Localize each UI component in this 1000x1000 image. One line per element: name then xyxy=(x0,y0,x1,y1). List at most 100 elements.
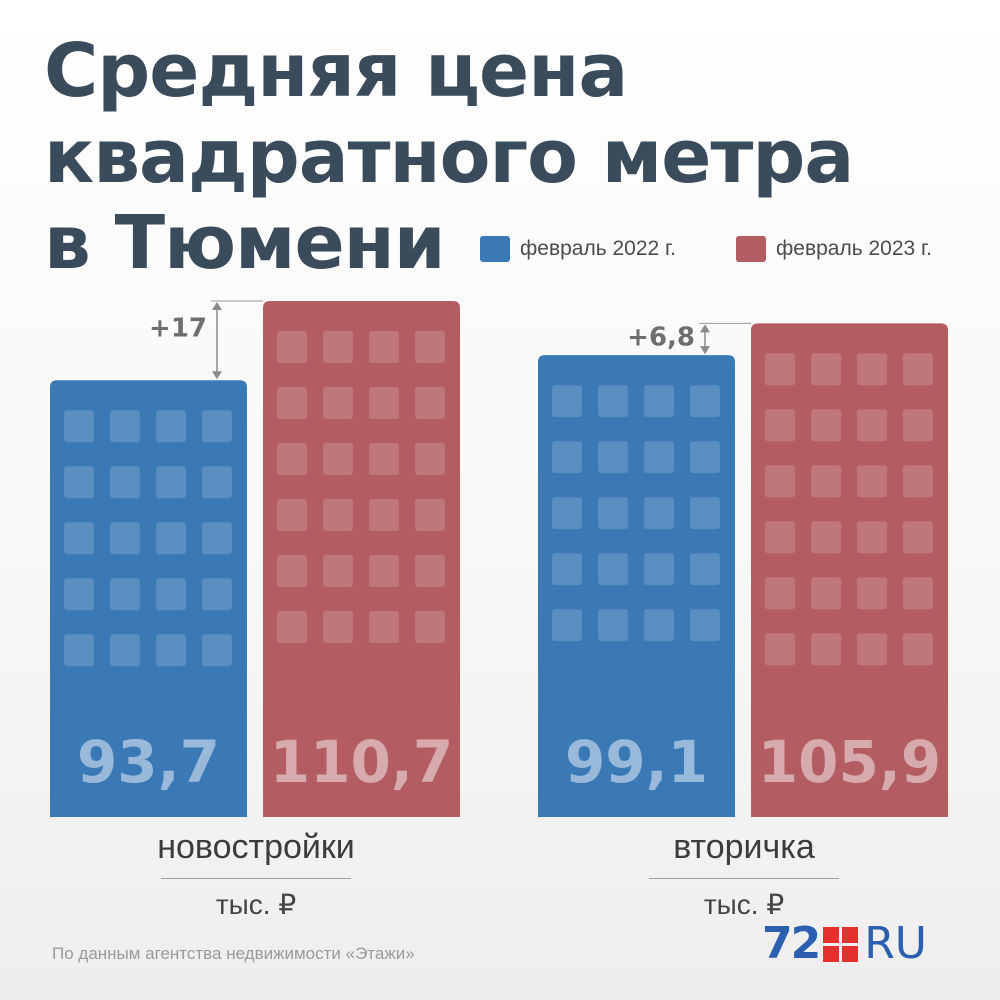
bar-body xyxy=(538,355,735,817)
window-icon xyxy=(690,497,720,530)
bar-value-label: 93,7 xyxy=(77,728,220,796)
unit-label-new: тыс. ₽ xyxy=(215,889,297,920)
legend-swatch-2022 xyxy=(480,236,510,262)
window-icon xyxy=(811,353,841,386)
window-icon xyxy=(765,577,795,610)
legend-swatch-2023 xyxy=(736,236,766,262)
window-icon xyxy=(277,331,307,363)
category-divider-new xyxy=(161,878,351,879)
window-icon xyxy=(811,577,841,610)
window-icon xyxy=(552,553,582,586)
source-note: По данным агентства недвижимости «Этажи» xyxy=(52,944,415,963)
window-icon xyxy=(369,331,399,363)
logo-squares-icon xyxy=(823,926,859,962)
window-icon xyxy=(110,578,140,611)
bar-secondary-2022: 99,1 xyxy=(538,355,735,817)
bar-value-label: 99,1 xyxy=(565,728,708,796)
window-icon xyxy=(765,521,795,554)
bar-body xyxy=(50,380,247,817)
window-icon xyxy=(690,441,720,474)
window-icon xyxy=(415,611,445,643)
window-icon xyxy=(323,331,353,363)
window-icon xyxy=(156,522,186,555)
window-icon xyxy=(765,353,795,386)
window-icon xyxy=(369,555,399,587)
window-icon xyxy=(202,410,232,443)
window-icon xyxy=(156,634,186,667)
unit-label-secondary: тыс. ₽ xyxy=(703,889,785,920)
window-icon xyxy=(110,410,140,443)
difference-label: +17 xyxy=(149,314,207,344)
arrow-down-icon xyxy=(212,371,222,380)
window-icon xyxy=(323,499,353,531)
window-icon xyxy=(202,634,232,667)
window-icon xyxy=(903,521,933,554)
window-icon xyxy=(903,353,933,386)
window-icon xyxy=(644,441,674,474)
window-icon xyxy=(552,441,582,474)
window-icon xyxy=(903,577,933,610)
window-icon xyxy=(598,553,628,586)
brand-logo: 72 RU xyxy=(762,918,927,970)
bar-value-label: 110,7 xyxy=(270,728,453,796)
window-icon xyxy=(811,465,841,498)
window-icon xyxy=(552,609,582,642)
bar-new-2023: 110,7 xyxy=(263,301,460,817)
category-divider-secondary xyxy=(649,878,839,879)
window-icon xyxy=(277,443,307,475)
window-icon xyxy=(156,466,186,499)
category-label-new: новостройки xyxy=(157,828,355,866)
arrow-up-icon xyxy=(700,324,710,333)
window-icon xyxy=(369,387,399,419)
window-icon xyxy=(369,611,399,643)
window-icon xyxy=(857,465,887,498)
window-icon xyxy=(857,353,887,386)
window-icon xyxy=(690,385,720,418)
window-icon xyxy=(903,633,933,666)
bar-body xyxy=(263,301,460,817)
window-icon xyxy=(323,611,353,643)
window-icon xyxy=(903,409,933,442)
difference-label: +6,8 xyxy=(627,322,695,352)
window-icon xyxy=(156,578,186,611)
window-icon xyxy=(110,634,140,667)
window-icon xyxy=(64,522,94,555)
legend-item-2023: февраль 2023 г. xyxy=(736,236,932,262)
window-icon xyxy=(202,466,232,499)
bar-new-2022: 93,7 xyxy=(50,380,247,817)
title-line-3: в Тюмени xyxy=(44,200,446,286)
window-icon xyxy=(903,465,933,498)
window-icon xyxy=(369,499,399,531)
window-icon xyxy=(415,443,445,475)
logo-suffix: RU xyxy=(864,918,928,969)
window-icon xyxy=(202,578,232,611)
window-icon xyxy=(64,634,94,667)
window-icon xyxy=(323,555,353,587)
window-icon xyxy=(690,553,720,586)
window-icon xyxy=(64,466,94,499)
bar-value-label: 105,9 xyxy=(758,728,941,796)
arrow-up-icon xyxy=(212,302,222,310)
window-icon xyxy=(811,521,841,554)
window-icon xyxy=(156,410,186,443)
window-icon xyxy=(202,522,232,555)
legend-item-2022: февраль 2022 г. xyxy=(480,236,676,262)
window-icon xyxy=(323,443,353,475)
window-icon xyxy=(765,465,795,498)
window-icon xyxy=(277,499,307,531)
window-icon xyxy=(64,410,94,443)
window-icon xyxy=(644,497,674,530)
window-icon xyxy=(811,633,841,666)
window-icon xyxy=(415,555,445,587)
window-icon xyxy=(644,609,674,642)
difference-indicator-new: +17 xyxy=(149,300,263,380)
window-icon xyxy=(323,387,353,419)
title-line-2: квадратного метра xyxy=(44,114,854,200)
window-icon xyxy=(598,609,628,642)
window-icon xyxy=(598,385,628,418)
window-icon xyxy=(857,577,887,610)
window-icon xyxy=(598,441,628,474)
window-icon xyxy=(857,409,887,442)
arrow-down-icon xyxy=(700,346,710,355)
